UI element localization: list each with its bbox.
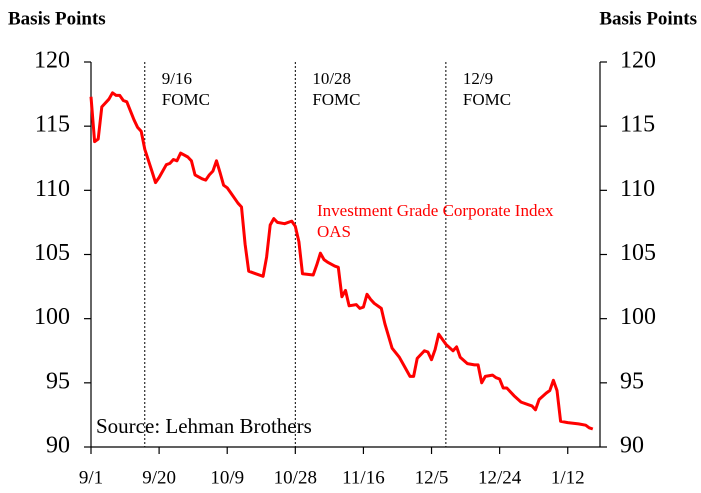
y2-tick-label: 115	[620, 112, 655, 138]
y-tick-label: 90	[46, 433, 70, 459]
y2-tick-label: 110	[620, 176, 655, 202]
event-label-box: 12/9 FOMC	[462, 69, 512, 110]
y-axis-label: Basis Points	[8, 8, 106, 29]
y2-tick-label: 90	[620, 433, 644, 459]
event-label: 10/28 FOMC	[312, 69, 361, 110]
x-tick-label: 10/28	[274, 467, 317, 488]
series-label-box: Investment Grade Corporate Index OAS	[317, 201, 554, 242]
y-tick-label: 95	[46, 368, 70, 394]
x-tick-label: 9/20	[142, 467, 176, 488]
y-tick-label: 100	[34, 304, 70, 330]
y2-tick-label: 105	[620, 240, 656, 266]
x-tick-label: 10/9	[210, 467, 244, 488]
event-label: 9/16 FOMC	[161, 69, 210, 110]
y-tick-label: 120	[34, 48, 70, 74]
x-tick-label: 1/12	[551, 467, 585, 488]
series-line	[89, 91, 594, 431]
y-tick-label: 110	[35, 176, 70, 202]
y2-axis-label: Basis Points	[599, 8, 697, 29]
event-label: 12/9 FOMC	[462, 69, 512, 110]
source-note: Source: Lehman Brothers	[96, 414, 312, 438]
x-tick-label: 11/16	[342, 467, 385, 488]
event-label-box: 10/28 FOMC	[312, 69, 361, 110]
y-tick-label: 115	[35, 112, 70, 138]
y2-tick-label: 100	[620, 304, 656, 330]
y-tick-label: 105	[34, 240, 70, 266]
y2-tick-label: 120	[620, 48, 656, 74]
series-label: Investment Grade Corporate Index OAS	[317, 201, 554, 242]
y2-tick-label: 95	[620, 368, 644, 394]
x-tick-label: 9/1	[79, 467, 103, 488]
x-tick-label: 12/5	[415, 467, 449, 488]
event-label-box: 9/16 FOMC	[161, 69, 210, 110]
x-tick-label: 12/24	[478, 467, 522, 488]
